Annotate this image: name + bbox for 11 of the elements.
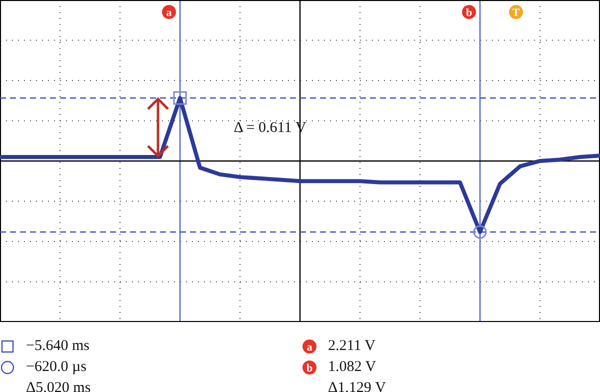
- text: a: [166, 7, 172, 19]
- text: Δ5.020 ms: [26, 380, 91, 392]
- text: 1.082 V: [328, 358, 376, 376]
- text: 2.211 V: [328, 338, 376, 354]
- text: −620.0 µs: [26, 358, 86, 376]
- text: T: [512, 7, 520, 19]
- text: Δ1.129 V: [328, 380, 386, 392]
- text: b: [466, 7, 472, 19]
- text: −5.640 ms: [26, 338, 90, 354]
- text: a: [306, 341, 312, 353]
- text: b: [306, 362, 313, 374]
